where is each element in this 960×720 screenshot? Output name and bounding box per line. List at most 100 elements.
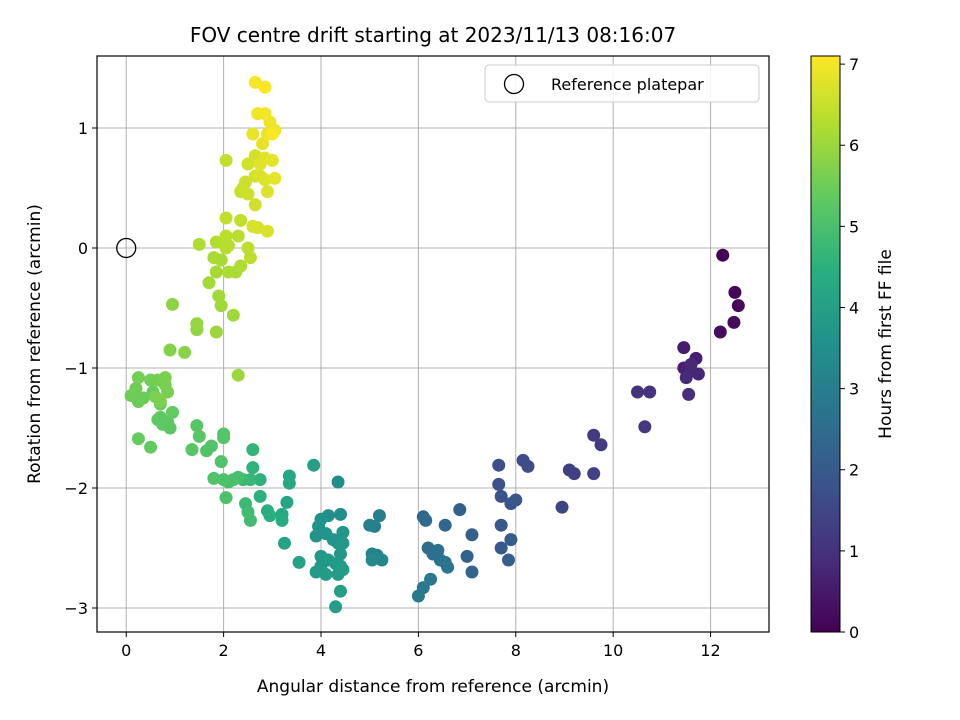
data-point xyxy=(465,528,479,542)
data-point xyxy=(309,565,323,579)
data-point xyxy=(151,413,165,427)
data-point xyxy=(319,567,333,581)
y-tick-label: 1 xyxy=(78,119,88,138)
data-point xyxy=(190,317,204,331)
data-point xyxy=(679,371,693,385)
data-point xyxy=(494,518,508,532)
data-point xyxy=(192,237,206,251)
x-axis-label: Angular distance from reference (arcmin) xyxy=(257,677,609,697)
data-point xyxy=(684,357,698,371)
data-point xyxy=(691,367,705,381)
legend: Reference platepar xyxy=(484,64,760,103)
data-point xyxy=(248,198,262,212)
data-point xyxy=(268,171,282,185)
colorbar-tick-label: 5 xyxy=(849,217,859,236)
data-point xyxy=(587,428,601,442)
data-point xyxy=(441,560,455,574)
data-point xyxy=(200,444,214,458)
x-tick-label: 10 xyxy=(603,641,623,660)
y-tick-label: −1 xyxy=(64,359,88,378)
data-point xyxy=(241,157,255,171)
data-point xyxy=(161,385,175,399)
data-point xyxy=(677,341,691,355)
data-point xyxy=(192,429,206,443)
data-point xyxy=(246,443,260,457)
data-point xyxy=(492,477,506,491)
data-point xyxy=(280,495,294,509)
data-point xyxy=(333,547,347,561)
y-axis-ticks: 1 0 −1 −2 −3 xyxy=(64,119,97,618)
data-point xyxy=(207,471,221,485)
data-point xyxy=(713,325,727,339)
data-point xyxy=(131,432,145,446)
data-point xyxy=(336,525,350,539)
reference-point-marker xyxy=(116,237,137,259)
plot-frame xyxy=(96,55,770,633)
y-tick-label: −3 xyxy=(64,599,88,618)
data-point xyxy=(465,565,479,579)
data-point xyxy=(587,467,601,481)
colorbar-tick-label: 7 xyxy=(849,55,859,74)
data-point xyxy=(731,299,745,313)
data-point xyxy=(253,489,267,503)
data-point xyxy=(336,536,350,550)
data-point xyxy=(158,371,172,385)
data-point xyxy=(336,563,350,577)
data-point xyxy=(494,541,508,555)
data-point xyxy=(419,513,433,527)
y-tick-label: 0 xyxy=(78,239,88,258)
x-tick-label: 8 xyxy=(511,641,521,660)
x-tick-label: 2 xyxy=(219,641,229,660)
data-point xyxy=(243,513,257,527)
data-point xyxy=(243,251,257,265)
data-point xyxy=(258,173,272,187)
data-point xyxy=(638,420,652,434)
data-point xyxy=(226,308,240,322)
data-point xyxy=(185,443,199,457)
data-point xyxy=(438,518,452,532)
data-point xyxy=(329,600,343,614)
data-point xyxy=(246,127,260,141)
data-point xyxy=(231,229,245,243)
data-point xyxy=(207,251,221,265)
data-point xyxy=(309,529,323,543)
data-point xyxy=(209,325,223,339)
data-point xyxy=(217,431,231,445)
data-point xyxy=(258,107,272,121)
data-point xyxy=(253,473,267,487)
data-point xyxy=(209,265,223,279)
data-point xyxy=(727,315,741,329)
data-point xyxy=(212,289,226,303)
data-point xyxy=(219,229,233,243)
x-tick-label: 6 xyxy=(413,641,423,660)
colorbar-label: Hours from first FF file xyxy=(876,249,896,439)
data-point xyxy=(256,137,270,151)
data-point xyxy=(260,185,274,199)
colorbar-gradient xyxy=(810,55,841,633)
data-point xyxy=(594,438,608,452)
chart-title: FOV centre drift starting at 2023/11/13 … xyxy=(190,23,676,47)
data-point xyxy=(217,473,231,487)
data-point xyxy=(501,553,515,567)
data-point xyxy=(263,509,277,523)
colorbar-tick-label: 6 xyxy=(849,136,859,155)
data-point xyxy=(219,211,233,225)
data-point xyxy=(178,345,192,359)
data-point xyxy=(190,419,204,433)
data-point xyxy=(231,368,245,382)
data-point xyxy=(411,589,425,603)
data-point xyxy=(333,507,347,521)
data-point xyxy=(453,503,467,517)
data-point xyxy=(331,475,345,489)
data-point xyxy=(460,549,474,563)
data-point xyxy=(277,536,291,550)
data-point xyxy=(219,491,233,505)
data-point xyxy=(163,343,177,357)
data-point xyxy=(246,219,260,233)
data-point xyxy=(521,459,535,473)
data-point xyxy=(372,509,386,523)
data-point xyxy=(246,461,260,475)
data-point xyxy=(492,458,506,472)
data-point xyxy=(265,127,279,141)
